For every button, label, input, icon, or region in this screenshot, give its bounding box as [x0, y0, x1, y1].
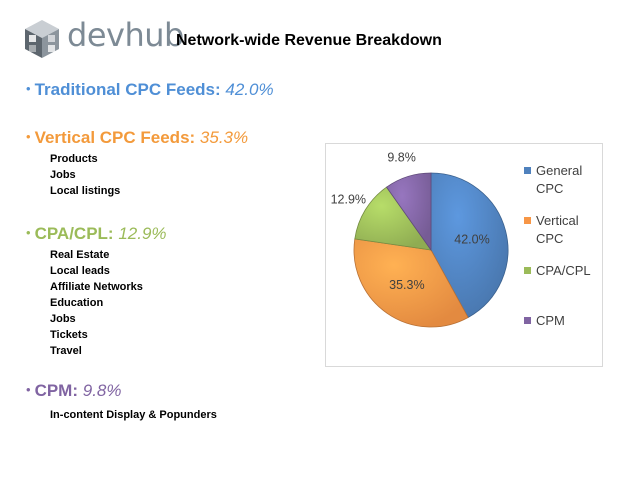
list-item: In-content Display & Popunders	[50, 409, 217, 421]
section-percentage: 9.8%	[82, 381, 122, 400]
list-item: Local leads	[50, 265, 110, 277]
data-label: 12.9%	[331, 192, 366, 206]
legend-entry: CPA/CPL	[524, 262, 598, 312]
list-item: Tickets	[50, 329, 88, 341]
legend-label: CPA/CPL	[536, 263, 591, 278]
sub-item-list: Real Estate Local leads Affiliate Networks…	[26, 247, 167, 359]
pie-chart-plot: 42.0% 35.3% 12.9% 9.8%	[331, 151, 509, 328]
list-item: Jobs	[50, 169, 76, 181]
devhub-logo: devhub	[22, 16, 184, 62]
section-label: CPM:	[34, 381, 83, 400]
legend-label: General CPC	[536, 163, 583, 196]
chart-legend: General CPC Vertical CPC CPA/CPL CPM	[524, 162, 598, 362]
legend-entry: CPM	[524, 312, 598, 362]
legend-entry: General CPC	[524, 162, 598, 212]
bullet-icon: •	[26, 129, 31, 144]
section-label: CPA/CPL:	[34, 224, 119, 243]
section-0: • Traditional CPC Feeds: 42.0%	[26, 78, 274, 101]
legend-swatch	[524, 317, 531, 324]
page-title: Network-wide Revenue Breakdown	[176, 32, 442, 49]
list-item: Real Estate	[50, 249, 110, 261]
data-label: 35.3%	[389, 278, 424, 292]
pie-slice-cpm	[385, 172, 432, 252]
list-item: Travel	[50, 345, 82, 357]
section-heading: • Traditional CPC Feeds: 42.0%	[26, 78, 274, 101]
legend-swatch	[524, 167, 531, 174]
pie-slice-general-cpc	[430, 172, 509, 319]
bullet-icon: •	[26, 81, 31, 96]
legend-label: Vertical CPC	[536, 213, 579, 246]
section-1: • Vertical CPC Feeds: 35.3% Products Jobs Lo…	[26, 126, 248, 199]
list-item: Products	[50, 153, 98, 165]
list-item: Jobs	[50, 313, 76, 325]
sub-item-list: In-content Display & Popunders	[26, 407, 217, 423]
legend-label: CPM	[536, 313, 565, 328]
data-label: 42.0%	[454, 232, 489, 246]
section-percentage: 42.0%	[225, 80, 274, 99]
pie-slice-cpa-cpl	[354, 186, 432, 251]
legend-entry: Vertical CPC	[524, 212, 598, 262]
section-heading: • Vertical CPC Feeds: 35.3%	[26, 126, 248, 149]
section-heading: • CPM: 9.8%	[26, 379, 217, 402]
section-percentage: 12.9%	[118, 224, 167, 243]
section-label: Traditional CPC Feeds:	[34, 80, 226, 99]
sub-item-list: Products Jobs Local listings	[26, 151, 248, 199]
pie-chart: 42.0% 35.3% 12.9% 9.8% General CPC Vertical …	[325, 143, 603, 367]
bullet-icon: •	[26, 225, 31, 240]
cube-logo-icon	[25, 20, 59, 58]
legend-swatch	[524, 217, 531, 224]
list-item: Education	[50, 297, 104, 309]
bullet-icon: •	[26, 382, 31, 397]
pie-slice-vertical-cpc	[353, 238, 469, 328]
list-item: Affiliate Networks	[50, 281, 143, 293]
legend-swatch	[524, 267, 531, 274]
section-2: • CPA/CPL: 12.9% Real Estate Local leads Aff…	[26, 222, 167, 359]
section-percentage: 35.3%	[199, 128, 249, 147]
data-label: 9.8%	[387, 151, 416, 165]
list-item: Local listings	[50, 185, 121, 197]
section-label: Vertical CPC Feeds:	[34, 128, 200, 147]
logo-wordmark: devhub	[67, 16, 184, 54]
section-heading: • CPA/CPL: 12.9%	[26, 222, 167, 245]
section-3: • CPM: 9.8% In-content Display & Popunders	[26, 379, 217, 423]
